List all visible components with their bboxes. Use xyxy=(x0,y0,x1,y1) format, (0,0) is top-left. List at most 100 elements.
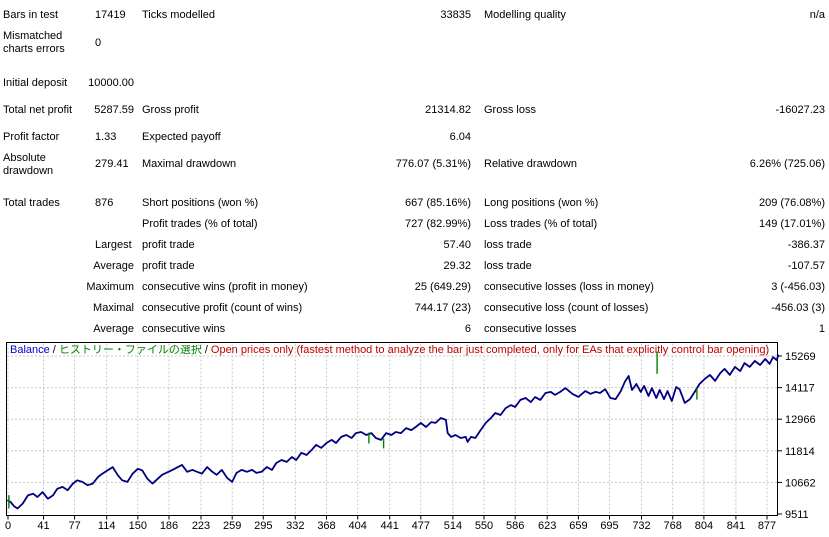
table-row: Average consecutive wins 6 consecutive lo… xyxy=(3,319,828,340)
x-axis-label: 732 xyxy=(632,520,650,532)
legend-separator: / xyxy=(204,345,208,356)
stat-value: 21314.82 xyxy=(425,104,471,116)
x-axis-label: 368 xyxy=(317,520,335,532)
stat-value: 744.17 (23) xyxy=(414,302,471,314)
stat-label: Initial deposit xyxy=(3,77,68,89)
stat-label: consecutive losses xyxy=(484,323,577,335)
stat-value: -386.37 xyxy=(787,239,825,251)
row-spacer xyxy=(3,60,828,73)
x-axis-label: 804 xyxy=(695,520,713,532)
stat-value: Maximal xyxy=(93,302,134,314)
chart-axis-ticks xyxy=(7,355,782,520)
x-axis-label: 695 xyxy=(600,520,618,532)
x-axis-label: 623 xyxy=(538,520,556,532)
y-axis-label: 12966 xyxy=(785,414,816,426)
stat-label: Long positions (won %) xyxy=(484,197,599,209)
stat-value: 1.33 xyxy=(95,131,117,143)
x-axis-label: 514 xyxy=(444,520,462,532)
stat-label: loss trade xyxy=(484,239,532,251)
x-axis-label: 659 xyxy=(569,520,587,532)
y-axis-label: 14117 xyxy=(785,383,815,395)
stat-value: 33835 xyxy=(440,9,471,21)
x-axis-label: 186 xyxy=(160,520,178,532)
table-row: Initial deposit 10000.00 xyxy=(3,73,828,94)
table-row: Largest profit trade 57.40 loss trade -386… xyxy=(3,235,828,256)
stat-label: Profit trades (% of total) xyxy=(142,218,258,230)
stat-value: -107.57 xyxy=(787,260,825,272)
stat-label: Mismatched charts errors xyxy=(3,30,65,55)
stat-value: 17419 xyxy=(95,9,126,21)
stat-label: loss trade xyxy=(484,260,532,272)
stat-value: -456.03 (3) xyxy=(771,302,825,314)
table-row: Bars in test 17419 Ticks modelled 33835 Mo… xyxy=(3,5,828,26)
x-axis-label: 0 xyxy=(5,520,11,532)
table-row: Maximum consecutive wins (profit in mone… xyxy=(3,277,828,298)
x-axis-label: 841 xyxy=(727,520,745,532)
stat-label: Ticks modelled xyxy=(142,9,215,21)
x-axis-label: 41 xyxy=(37,520,49,532)
table-row: Average profit trade 29.32 loss trade -107… xyxy=(3,256,828,277)
row-spacer xyxy=(3,181,828,193)
x-axis-label: 550 xyxy=(475,520,493,532)
stat-value: Largest xyxy=(95,239,132,251)
stat-value: 279.41 xyxy=(95,158,129,170)
stat-value: n/a xyxy=(809,9,825,21)
stat-value: 5287.59 xyxy=(94,104,134,116)
x-axis-label: 441 xyxy=(381,520,399,532)
stat-value: Average xyxy=(93,323,134,335)
chart-axis-labels: 0 41 77 114 150 186 223 259 295 332 368 404 441 477 51… xyxy=(5,351,816,532)
stat-value: 776.07 (5.31%) xyxy=(395,158,471,170)
x-axis-label: 404 xyxy=(349,520,367,532)
legend-separator: / xyxy=(52,345,56,356)
stat-value: 57.40 xyxy=(443,239,471,251)
stat-label: Profit factor xyxy=(3,131,60,143)
table-row: Mismatched charts errors 0 xyxy=(3,26,828,60)
stat-value: 10000.00 xyxy=(88,77,134,89)
stat-label: consecutive wins xyxy=(142,323,226,335)
balance-curve xyxy=(7,354,780,510)
y-axis-label: 15269 xyxy=(785,351,816,363)
stat-label: Relative drawdown xyxy=(484,158,577,170)
stat-label: consecutive loss (count of losses) xyxy=(484,302,649,314)
stat-label: Bars in test xyxy=(3,9,59,21)
x-axis-label: 77 xyxy=(68,520,80,532)
table-row: Absolute drawdown 279.41 Maximal drawdown… xyxy=(3,148,828,181)
trade-lot-markers xyxy=(8,351,698,509)
x-axis-label: 114 xyxy=(98,520,116,532)
stat-label: Maximal drawdown xyxy=(142,158,237,170)
stat-value: Average xyxy=(93,260,134,272)
stat-label: consecutive wins (profit in money) xyxy=(142,281,308,293)
legend-model-label: Open prices only (fastest method to anal… xyxy=(210,345,770,356)
table-row: Profit trades (% of total) 727 (82.99%) L… xyxy=(3,214,828,235)
table-row: Profit factor 1.33 Expected payoff 6.04 xyxy=(3,127,828,148)
stat-value: 876 xyxy=(95,197,114,209)
stat-label: consecutive losses (loss in money) xyxy=(484,281,654,293)
stat-label: Gross loss xyxy=(484,104,536,116)
stat-value: -16027.23 xyxy=(775,104,825,116)
x-axis-label: 295 xyxy=(254,520,272,532)
stat-value: 29.32 xyxy=(443,260,471,272)
stat-label: Total net profit xyxy=(3,104,73,116)
stat-label: Gross profit xyxy=(142,104,199,116)
stat-value: 209 (76.08%) xyxy=(758,197,825,209)
stat-value: 3 (-456.03) xyxy=(771,281,825,293)
legend-balance-label: Balance xyxy=(10,345,50,356)
stat-label: profit trade xyxy=(142,239,195,251)
report-stats-table: Bars in test 17419 Ticks modelled 33835 Mo… xyxy=(3,0,828,340)
stat-label: Absolute drawdown xyxy=(3,151,54,177)
chart-legend: Balance / ヒストリー・ファイルの選択 / Open prices only (… xyxy=(10,345,769,356)
legend-symbol-label: ヒストリー・ファイルの選択 xyxy=(58,345,202,356)
table-row: Total net profit 5287.59 Gross profit 2131… xyxy=(3,94,828,127)
stat-value: Maximum xyxy=(86,281,134,293)
plot-border xyxy=(6,342,778,516)
stat-label: profit trade xyxy=(142,260,195,272)
stat-value: 25 (649.29) xyxy=(414,281,471,293)
stat-value: 6.04 xyxy=(449,131,471,143)
x-axis-label: 223 xyxy=(192,520,210,532)
x-axis-label: 586 xyxy=(506,520,524,532)
x-axis-label: 150 xyxy=(129,520,147,532)
x-axis-label: 332 xyxy=(286,520,304,532)
stat-value: 6 xyxy=(464,323,471,335)
y-axis-label: 11814 xyxy=(785,446,815,458)
y-axis-label: 10662 xyxy=(785,477,816,489)
